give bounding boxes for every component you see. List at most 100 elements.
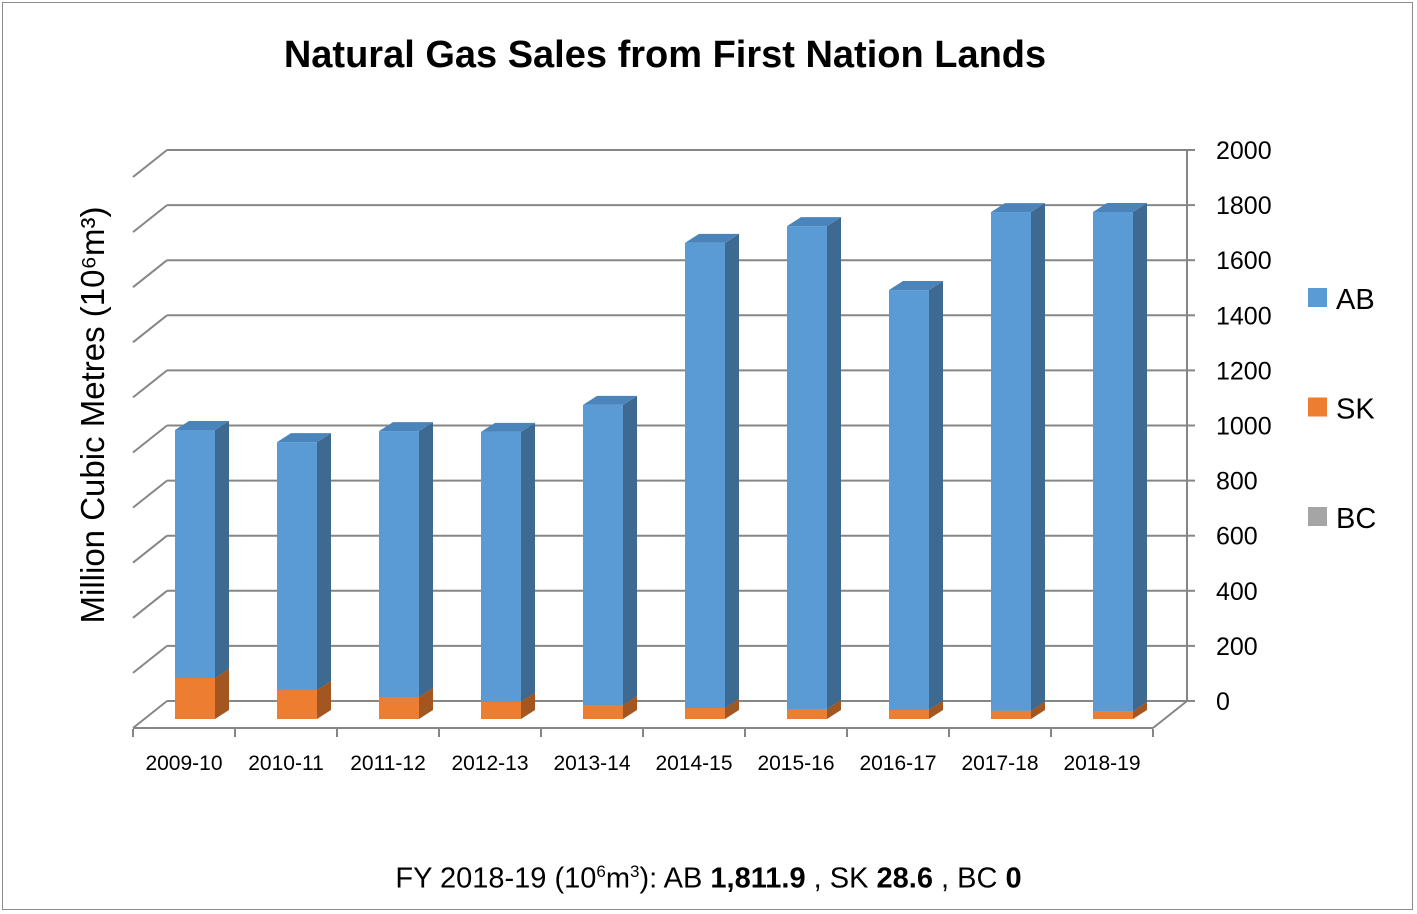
bar-ab-side xyxy=(317,433,331,691)
footer-sup: 6 xyxy=(596,862,606,881)
bar-sk-side xyxy=(215,668,229,719)
bar-sk-side xyxy=(623,695,637,719)
floor-edge xyxy=(1152,700,1188,729)
y-axis-label: Million Cubic Metres (10⁶m³) xyxy=(74,207,111,624)
footer-ab-value: 1,811.9 xyxy=(710,862,806,895)
y-tick-label: 2000 xyxy=(1216,137,1272,165)
bar-ab-top xyxy=(379,422,433,432)
legend-label-ab: AB xyxy=(1336,284,1375,316)
gridline-side xyxy=(132,149,168,178)
y-tick-label: 200 xyxy=(1216,633,1258,661)
bar-sk-side xyxy=(1133,702,1147,719)
bar-ab-front xyxy=(481,431,521,702)
footer-summary: FY 2018-19 (106m3): AB 1,811.9 , SK 28.6… xyxy=(0,862,1417,896)
bar-sk-side xyxy=(725,698,739,719)
bar-sk-front xyxy=(481,701,521,719)
bar-ab-top xyxy=(889,281,943,291)
bar-sk-side xyxy=(419,687,433,719)
bar-ab-top xyxy=(991,203,1045,213)
gridline-side xyxy=(132,479,168,509)
gridline-side xyxy=(132,314,168,344)
bar-sk-front xyxy=(889,709,929,719)
bar-ab-front xyxy=(277,442,317,691)
bar-sk-side xyxy=(929,700,943,719)
bar-sk-front xyxy=(991,710,1031,719)
x-tick-label: 2014-15 xyxy=(655,752,732,775)
bar-ab-front xyxy=(685,242,725,708)
x-tick-label: 2012-13 xyxy=(451,752,528,775)
bar-ab-side xyxy=(521,422,535,702)
bar-ab-side xyxy=(215,421,229,678)
bar-ab-side xyxy=(1031,203,1045,711)
bar-ab-front xyxy=(1093,211,1133,712)
bar-sk-front xyxy=(685,707,725,719)
bar-sk-front xyxy=(787,709,827,719)
bar-ab-front xyxy=(787,226,827,710)
x-tick-label: 2010-11 xyxy=(248,752,324,775)
y-tick-label: 1800 xyxy=(1216,192,1272,220)
footer-sk-label: , SK xyxy=(805,862,877,895)
x-tick-label: 2009-10 xyxy=(145,752,222,775)
gridline-side xyxy=(132,590,168,619)
footer-sk-value: 28.6 xyxy=(876,862,933,895)
footer-ab-label: ): AB xyxy=(639,862,711,895)
bar-ab-front xyxy=(889,290,929,710)
bar-sk-side xyxy=(1031,701,1045,719)
bar-sk-front xyxy=(175,677,215,719)
x-tick-label: 2015-16 xyxy=(757,752,834,775)
footer-bc-value: 0 xyxy=(1005,862,1022,895)
chart-title: Natural Gas Sales from First Nation Land… xyxy=(284,34,1046,76)
bar-ab-front xyxy=(175,430,215,678)
bar-ab-front xyxy=(379,431,419,697)
x-tick-label: 2018-19 xyxy=(1063,752,1140,775)
footer-unit: m xyxy=(605,862,631,895)
bar-ab-top xyxy=(175,421,229,431)
bar-sk-front xyxy=(277,690,317,719)
legend-label-bc: BC xyxy=(1336,503,1376,535)
footer-bc-label: , BC xyxy=(932,862,1006,895)
y-tick-label: 1600 xyxy=(1216,247,1272,275)
bar-ab-top xyxy=(685,233,739,243)
footer-prefix: FY 2018-19 (10 xyxy=(395,862,597,895)
bar-ab-side xyxy=(623,395,637,705)
footer-sup: 3 xyxy=(630,862,640,881)
bar-ab-side xyxy=(1133,202,1147,712)
y-tick-label: 0 xyxy=(1216,688,1230,716)
gridline-side xyxy=(132,259,168,288)
bar-ab-top xyxy=(787,217,841,227)
bar-ab-top xyxy=(481,422,535,432)
legend-swatch-ab xyxy=(1308,288,1327,307)
x-tick-label: 2016-17 xyxy=(859,752,936,775)
bar-ab-top xyxy=(1093,202,1147,212)
bar-ab-side xyxy=(929,281,943,710)
bar-ab-side xyxy=(827,217,841,710)
legend-swatch-sk xyxy=(1308,397,1327,417)
y-tick-label: 800 xyxy=(1216,468,1258,496)
bar-ab-front xyxy=(583,404,623,705)
bar-ab-side xyxy=(725,233,739,708)
legend-label-sk: SK xyxy=(1336,394,1375,426)
bar-sk-side xyxy=(317,681,331,719)
gridline-side xyxy=(132,534,168,564)
gridline-side xyxy=(132,700,168,729)
bar-sk-side xyxy=(521,692,535,719)
x-tick-label: 2013-14 xyxy=(553,752,630,775)
bar-sk-side xyxy=(827,700,841,719)
bar-ab-side xyxy=(419,422,433,697)
y-tick-label: 1200 xyxy=(1216,357,1272,385)
gridline-side xyxy=(132,645,168,674)
gridline-side xyxy=(132,369,168,399)
y-tick-label: 600 xyxy=(1216,523,1258,551)
bar-ab-top xyxy=(277,433,331,443)
y-tick-label: 1000 xyxy=(1216,413,1272,441)
x-tick-label: 2011-12 xyxy=(350,752,426,775)
y-tick-label: 400 xyxy=(1216,578,1258,606)
y-tick-label: 1400 xyxy=(1216,302,1272,330)
legend-swatch-bc xyxy=(1308,507,1327,526)
gridline-side xyxy=(132,424,168,454)
bar-ab-top xyxy=(583,395,637,405)
bar-ab-front xyxy=(991,212,1031,711)
bar-sk-front xyxy=(1093,711,1133,719)
